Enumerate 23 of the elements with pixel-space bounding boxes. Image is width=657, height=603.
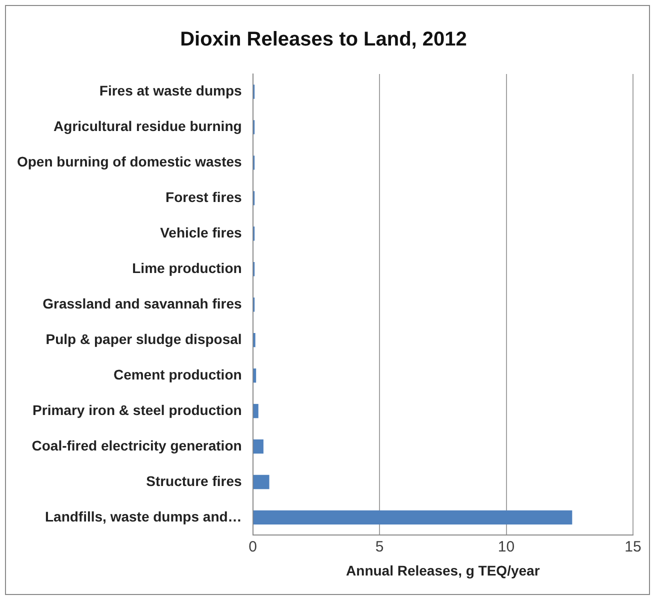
x-axis-title: Annual Releases, g TEQ/year (346, 562, 540, 578)
y-tick-label: Primary iron & steel production (32, 402, 242, 418)
bar (253, 404, 258, 418)
bar (253, 474, 270, 490)
x-tick-label: 15 (624, 538, 642, 556)
y-tick-label: Vehicle fires (160, 224, 242, 241)
y-tick-label: Landfills, waste dumps and… (44, 508, 242, 524)
x-tick-label: 0 (248, 538, 257, 556)
x-tick-label: 10 (498, 538, 515, 556)
x-tick-label: 5 (375, 538, 384, 556)
y-tick-label: Cement production (113, 366, 242, 382)
y-tick-label: Structure fires (146, 472, 242, 489)
chart-title: Dioxin Releases to Land, 2012 (180, 28, 467, 51)
bar (253, 439, 264, 454)
y-tick-label: Open burning of domestic wastes (16, 154, 242, 170)
y-tick-label: Fires at waste dumps (99, 82, 242, 99)
y-tick-label: Agricultural residue burning (54, 118, 242, 134)
y-tick-label: Coal-fired electricity generation (32, 437, 242, 454)
y-tick-label: Lime production (132, 260, 242, 276)
bar (253, 510, 572, 525)
y-tick-label: Grassland and savannah fires (42, 295, 242, 312)
y-tick-label: Forest fires (166, 189, 242, 206)
y-tick-label: Pulp & paper sludge disposal (46, 330, 242, 347)
